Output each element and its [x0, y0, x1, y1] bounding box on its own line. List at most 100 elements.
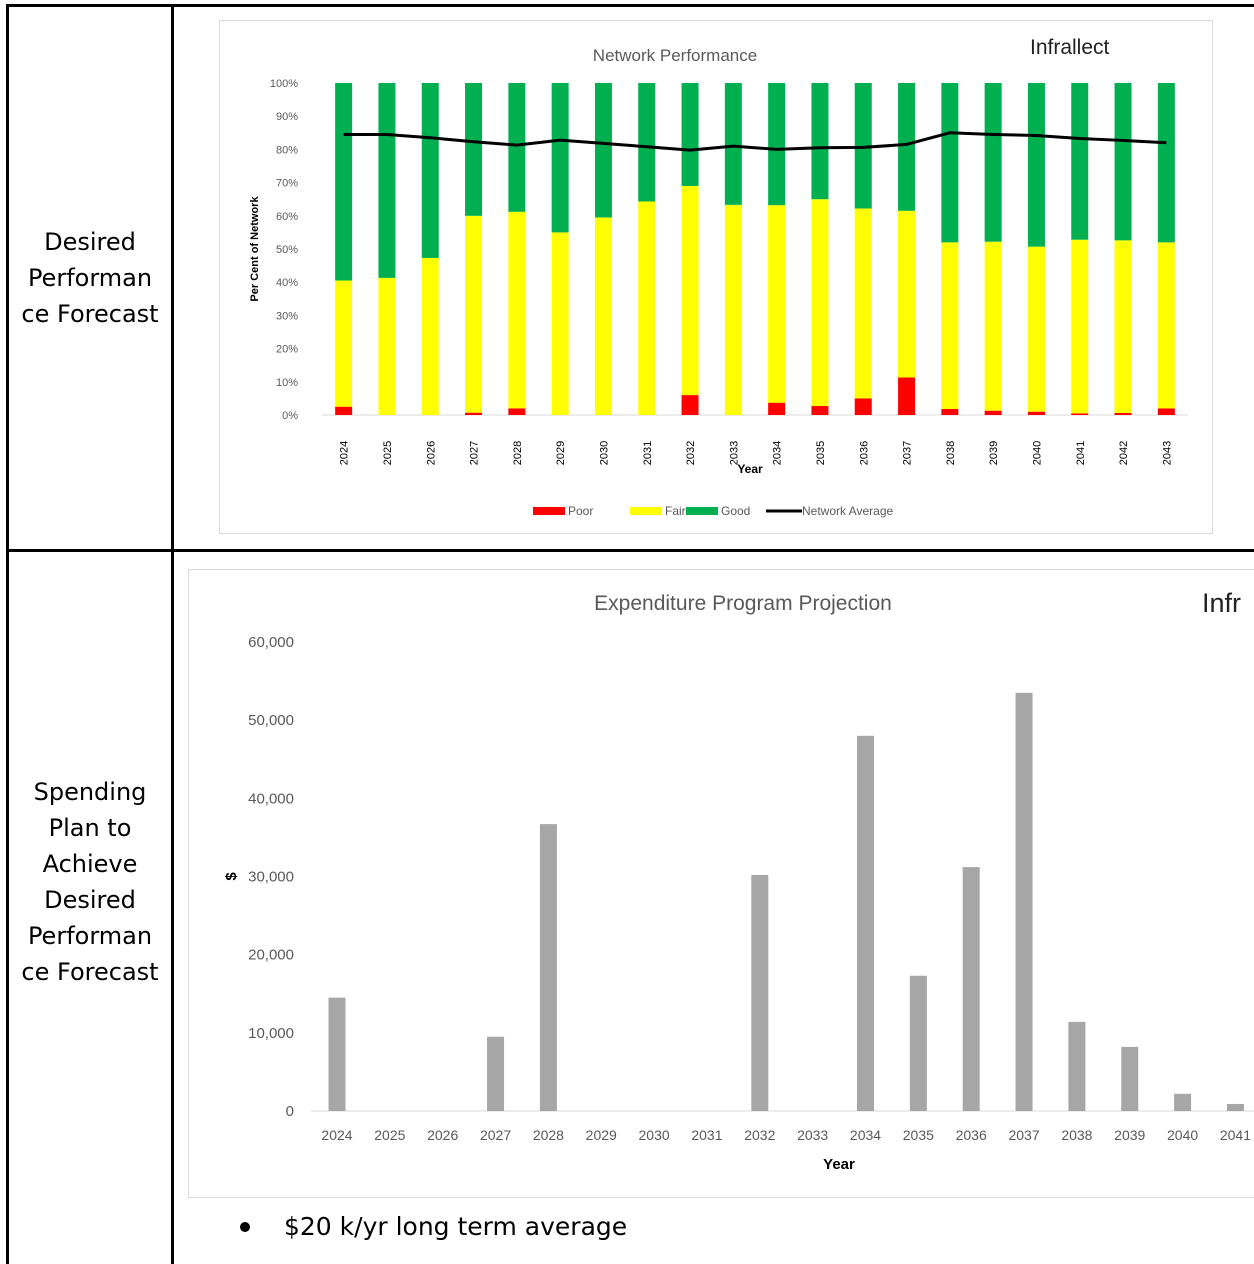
- x-tick-label: 2038: [945, 441, 957, 465]
- y-tick-label: 10%: [276, 377, 298, 389]
- bar-good: [768, 83, 786, 206]
- y-tick-label: 80%: [276, 144, 298, 156]
- bar-poor: [1114, 413, 1132, 415]
- legend-swatch: [533, 507, 565, 515]
- note-text: $20 k/yr long term average: [284, 1212, 628, 1241]
- note-bullet: $20 k/yr long term average: [240, 1212, 627, 1241]
- bar-fair: [1157, 242, 1175, 409]
- x-tick-label: 2039: [988, 441, 1000, 465]
- x-tick-label: 2034: [772, 441, 784, 465]
- bar-good: [594, 83, 612, 218]
- bar-expenditure: [1174, 1093, 1192, 1111]
- y-tick-label: 60%: [276, 211, 298, 223]
- x-tick-label: 2025: [374, 1127, 405, 1143]
- y-tick-label: 30%: [276, 310, 298, 322]
- legend-label: Network Average: [802, 504, 893, 518]
- x-tick-label: 2037: [1008, 1127, 1039, 1143]
- bar-good: [811, 83, 829, 200]
- x-tick-label: 2025: [382, 441, 394, 465]
- x-tick-label: 2027: [480, 1127, 511, 1143]
- bar-fair: [335, 280, 353, 407]
- x-tick-label: 2036: [858, 441, 870, 465]
- x-tick-label: 2028: [533, 1127, 564, 1143]
- x-tick-label: 2030: [639, 1127, 670, 1143]
- x-tick-label: 2035: [903, 1127, 934, 1143]
- bar-good: [941, 83, 959, 243]
- bar-poor: [508, 408, 526, 415]
- bar-poor: [898, 377, 916, 415]
- bar-fair: [465, 215, 483, 413]
- bar-good: [1157, 83, 1175, 243]
- y-axis-label: Per Cent of Network: [249, 196, 261, 302]
- y-tick-label: 40%: [276, 277, 298, 289]
- x-tick-label: 2040: [1167, 1127, 1198, 1143]
- bar-expenditure: [751, 874, 769, 1111]
- x-axis-label: Year: [737, 462, 763, 476]
- bar-fair: [811, 199, 829, 407]
- bar-good: [335, 83, 353, 281]
- chart-title: Network Performance: [593, 46, 757, 65]
- network-performance-chart: Network Performance Infrallect 0% 10% 20% 30%…: [219, 20, 1213, 534]
- bar-poor: [1157, 408, 1175, 415]
- x-tick-label: 2027: [469, 441, 481, 465]
- x-tick-label: 2031: [691, 1127, 722, 1143]
- x-tick-label: 2029: [586, 1127, 617, 1143]
- bar-fair: [1027, 246, 1045, 412]
- x-tick-label: 2035: [815, 441, 827, 465]
- x-tick-label: 2024: [339, 441, 351, 465]
- bar-fair: [724, 204, 742, 415]
- x-tick-label: 2043: [1161, 441, 1173, 465]
- bar-poor: [811, 406, 829, 415]
- bar-expenditure: [1068, 1021, 1086, 1111]
- x-tick-label: 2041: [1220, 1127, 1251, 1143]
- bar-poor: [1071, 413, 1089, 415]
- x-tick-label: 2029: [555, 441, 567, 465]
- y-axis-label: $: [223, 872, 240, 881]
- y-tick-label: 0: [286, 1103, 294, 1120]
- table-border-top: [6, 4, 1254, 7]
- network-average-line: [343, 131, 1167, 152]
- bar-fair: [941, 242, 959, 410]
- bar-expenditure: [487, 1036, 505, 1111]
- bar-poor: [681, 395, 699, 415]
- legend-label: Good: [721, 504, 750, 518]
- bar-fair: [898, 210, 916, 378]
- bar-poor: [1027, 411, 1045, 415]
- bar-expenditure: [857, 735, 874, 1111]
- legend-label: Poor: [568, 504, 593, 518]
- bar-good: [465, 83, 483, 216]
- bar-expenditure: [1015, 692, 1033, 1111]
- bar-expenditure: [539, 824, 557, 1111]
- x-tick-label: 2026: [427, 1127, 458, 1143]
- y-tick-label: 20,000: [248, 947, 294, 964]
- x-tick-label: 2038: [1061, 1127, 1092, 1143]
- bar-good: [984, 83, 1002, 242]
- row-label-desired-performance: Desired Performan ce Forecast: [21, 228, 159, 328]
- y-tick-label: 10,000: [248, 1025, 294, 1042]
- x-tick-label: 2041: [1075, 441, 1087, 465]
- bar-good: [1114, 83, 1132, 241]
- bar-poor: [941, 409, 959, 415]
- bar-expenditure: [909, 975, 927, 1111]
- network-performance-svg: Network Performance Infrallect 0% 10% 20% 30%…: [249, 36, 1188, 518]
- table-border-divider: [171, 4, 174, 1264]
- bar-expenditure: [1121, 1046, 1139, 1111]
- x-tick-label: 2033: [728, 441, 740, 465]
- y-tick-label: 0%: [282, 410, 298, 422]
- bar-good: [638, 83, 656, 202]
- x-tick-label: 2032: [685, 441, 697, 465]
- bar-good: [724, 83, 742, 205]
- x-tick-label: 2026: [425, 441, 437, 465]
- x-tick-label: 2024: [321, 1127, 352, 1143]
- bar-good: [898, 83, 916, 211]
- expenditure-svg: Expenditure Program Projection Infr 0 10,00…: [223, 588, 1254, 1173]
- bar-poor: [984, 410, 1002, 415]
- x-tick-label: 2033: [797, 1127, 828, 1143]
- x-tick-label: 2032: [744, 1127, 775, 1143]
- bar-good: [421, 83, 439, 258]
- bar-poor: [854, 398, 872, 415]
- x-tick-label: 2042: [1118, 441, 1130, 465]
- bar-good: [551, 83, 569, 233]
- bar-good: [1071, 83, 1089, 240]
- x-tick-label: 2034: [850, 1127, 881, 1143]
